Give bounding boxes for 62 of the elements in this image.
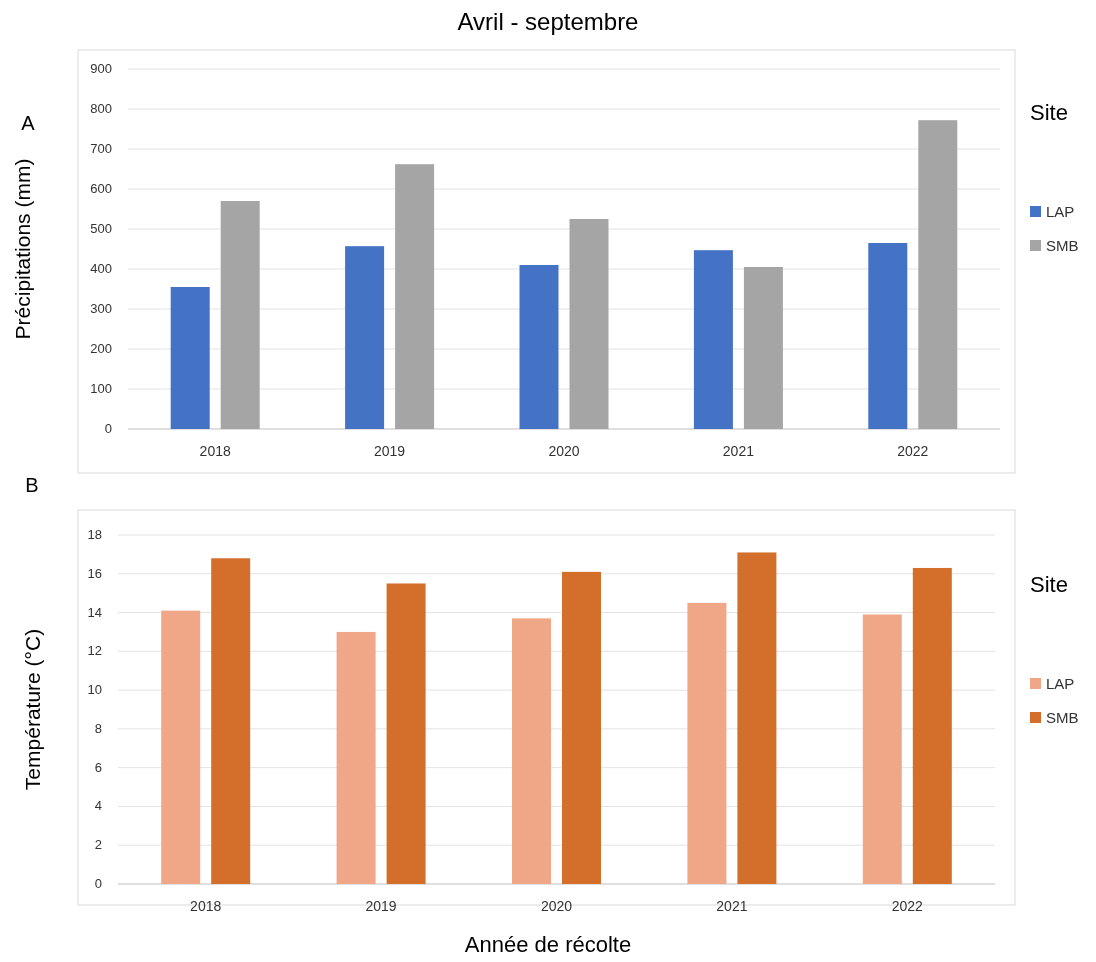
bar bbox=[868, 243, 908, 429]
chart-title: Avril - septembre bbox=[457, 8, 639, 35]
legend-label: LAP bbox=[1046, 203, 1075, 220]
x-axis-title: Année de récolte bbox=[464, 932, 632, 957]
x-tick-label: 2020 bbox=[540, 898, 573, 914]
bar bbox=[918, 120, 958, 429]
bar bbox=[693, 250, 733, 429]
x-tick-label: 2019 bbox=[365, 898, 397, 914]
x-tick-label: 2022 bbox=[897, 443, 929, 459]
bar bbox=[395, 164, 435, 429]
text: B bbox=[25, 474, 39, 496]
y-tick-label: 6 bbox=[94, 759, 102, 775]
x-tick-label: 2021 bbox=[716, 898, 748, 914]
bar bbox=[345, 246, 385, 429]
text: A bbox=[21, 112, 36, 134]
legend-label: SMB bbox=[1046, 709, 1079, 726]
bar bbox=[161, 610, 201, 884]
y-tick-label: 400 bbox=[90, 261, 112, 276]
bar bbox=[687, 602, 727, 884]
bar bbox=[512, 618, 551, 884]
bar bbox=[336, 631, 376, 884]
legend-label: SMB bbox=[1046, 237, 1079, 254]
y-tick-label: 0 bbox=[104, 421, 112, 436]
y-axis-title: Précipitations (mm) bbox=[11, 158, 34, 340]
bar bbox=[211, 558, 251, 884]
y-tick-label: 700 bbox=[90, 141, 112, 156]
bar bbox=[220, 201, 260, 429]
y-tick-label: 600 bbox=[90, 181, 112, 196]
y-tick-label: 300 bbox=[90, 301, 112, 316]
y-tick-label: 800 bbox=[90, 101, 112, 116]
x-tick-label: 2022 bbox=[891, 898, 924, 914]
bar bbox=[386, 583, 426, 884]
y-tick-label: 10 bbox=[87, 682, 102, 698]
y-tick-label: 100 bbox=[90, 381, 112, 396]
y-tick-label: 200 bbox=[90, 341, 112, 356]
bar bbox=[862, 614, 902, 884]
y-tick-label: 2 bbox=[94, 837, 102, 853]
y-tick-label: 500 bbox=[90, 221, 112, 236]
legend-title: Site bbox=[1030, 572, 1068, 597]
y-tick-label: 16 bbox=[87, 565, 102, 581]
y-tick-label: 4 bbox=[94, 798, 102, 814]
x-tick-label: 2019 bbox=[374, 443, 406, 459]
y-tick-label: 12 bbox=[87, 643, 102, 659]
legend-title: Site bbox=[1030, 100, 1068, 125]
y-tick-label: 14 bbox=[87, 604, 102, 620]
y-tick-label: 900 bbox=[90, 61, 112, 76]
legend-label: LAP bbox=[1046, 675, 1075, 692]
x-tick-label: 2018 bbox=[199, 443, 231, 459]
bar bbox=[519, 265, 559, 429]
bar bbox=[170, 287, 210, 429]
bar bbox=[737, 552, 777, 884]
x-tick-label: 2020 bbox=[548, 443, 580, 459]
x-tick-label: 2021 bbox=[722, 443, 755, 459]
y-tick-label: 0 bbox=[94, 876, 102, 891]
y-tick-label: 8 bbox=[94, 720, 102, 736]
y-axis-title: Température (°C) bbox=[21, 628, 44, 791]
x-tick-label: 2018 bbox=[190, 898, 222, 914]
y-tick-label: 18 bbox=[87, 527, 102, 542]
bar bbox=[743, 267, 783, 429]
bar bbox=[562, 571, 601, 884]
bar bbox=[912, 567, 952, 884]
bar bbox=[569, 219, 609, 429]
